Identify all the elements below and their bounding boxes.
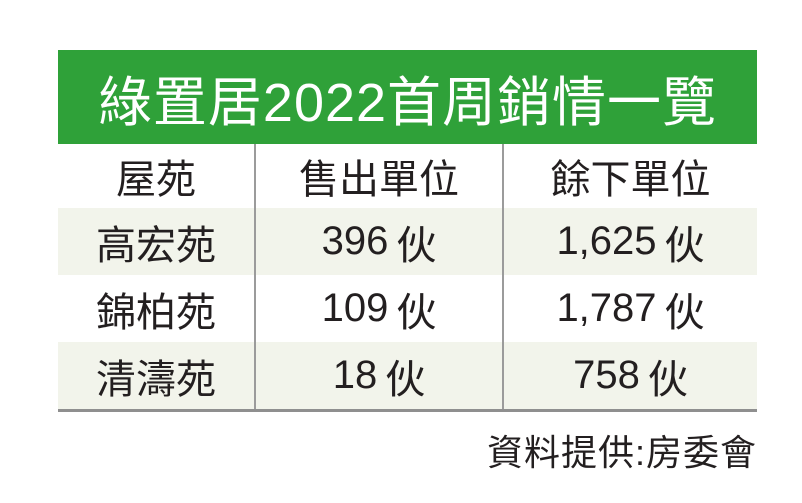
table-row: 清濤苑 18 伙 758 伙 — [58, 342, 757, 409]
units-sold-value: 109 — [321, 286, 389, 330]
units-remaining-unit: 伙 — [664, 223, 705, 268]
sales-table: 屋苑 售出單位 餘下單位 高宏苑 396 伙 1,625 伙 錦柏苑 109 伙… — [58, 144, 757, 412]
units-remaining-cell: 758 伙 — [504, 342, 757, 409]
estate-name: 高宏苑 — [96, 223, 216, 268]
units-sold-cell: 396 伙 — [254, 208, 504, 275]
units-sold-cell: 18 伙 — [254, 342, 504, 409]
units-remaining-cell: 1,787 伙 — [504, 275, 757, 342]
units-sold-unit: 伙 — [396, 290, 437, 335]
table-header-row: 屋苑 售出單位 餘下單位 — [58, 144, 757, 208]
header-estate: 屋苑 — [116, 158, 196, 202]
page-title: 綠置居2022首周銷情一覽 — [97, 72, 718, 133]
units-remaining-cell: 1,625 伙 — [504, 208, 757, 275]
units-remaining-value: 1,625 — [556, 219, 657, 263]
units-remaining-unit: 伙 — [647, 357, 688, 402]
estate-name: 錦柏苑 — [96, 290, 216, 335]
units-sold-value: 396 — [321, 219, 389, 263]
units-remaining-unit: 伙 — [664, 290, 705, 335]
units-sold-unit: 伙 — [396, 223, 437, 268]
title-banner: 綠置居2022首周銷情一覽 — [58, 50, 757, 144]
units-sold-unit: 伙 — [385, 357, 426, 402]
estate-name: 清濤苑 — [96, 357, 216, 402]
header-units-remaining: 餘下單位 — [550, 158, 711, 202]
table-row: 錦柏苑 109 伙 1,787 伙 — [58, 275, 757, 342]
source-credit: 資料提供:房委會 — [486, 432, 757, 473]
units-sold-cell: 109 伙 — [254, 275, 504, 342]
header-units-sold: 售出單位 — [254, 144, 504, 208]
units-remaining-value: 1,787 — [556, 286, 657, 330]
units-sold-value: 18 — [332, 353, 378, 397]
table-row: 高宏苑 396 伙 1,625 伙 — [58, 208, 757, 275]
units-remaining-value: 758 — [573, 353, 640, 397]
